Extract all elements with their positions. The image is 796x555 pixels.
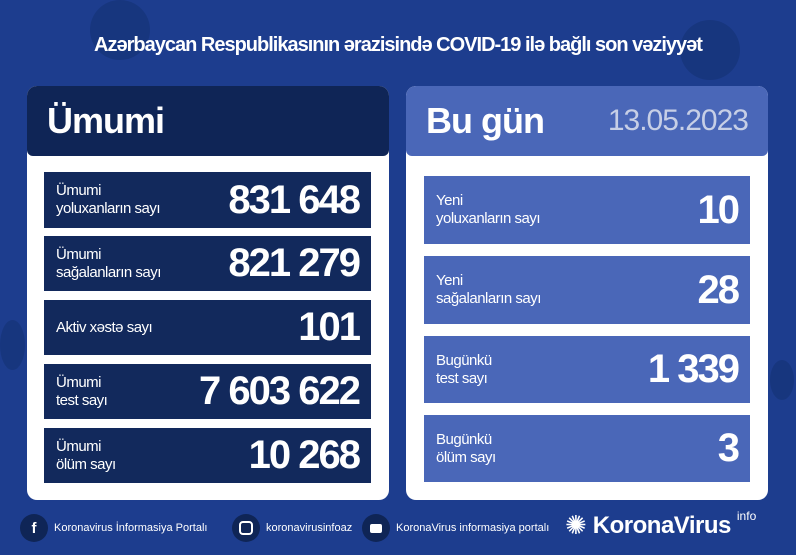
facebook-link[interactable]: f Koronavirus İnformasiya Portalı	[20, 514, 207, 542]
report-date: 13.05.2023	[607, 104, 749, 137]
virus-decoration	[680, 20, 740, 80]
instagram-link[interactable]: koronavirusinfoaz	[232, 514, 352, 542]
today-header: Bu gün 13.05.2023	[406, 86, 768, 156]
today-tests-row: Bugünkü test sayı 1 339	[424, 336, 750, 403]
instagram-icon	[232, 514, 260, 542]
total-tests-row: Ümumi test sayı 7 603 622	[44, 364, 371, 419]
active-patients-row: Aktiv xəstə sayı 101	[44, 300, 371, 355]
total-infected-row: Ümumi yoluxanların sayı 831 648	[44, 172, 371, 228]
new-recovered-row: Yeni sağalanların sayı 28	[424, 256, 750, 324]
total-recovered-row: Ümumi sağalanların sayı 821 279	[44, 236, 371, 291]
koronavirus-logo: ✺ KoronaVirus info	[565, 508, 757, 541]
new-infected-row: Yeni yoluxanların sayı 10	[424, 176, 750, 244]
virus-decoration	[90, 0, 150, 60]
total-deaths-row: Ümumi ölüm sayı 10 268	[44, 428, 371, 483]
today-panel: Bu gün 13.05.2023 Yeni yoluxanların sayı 10…	[406, 86, 768, 500]
total-header: Ümumi	[27, 86, 389, 156]
virus-decoration	[770, 360, 794, 400]
total-panel: Ümumi Ümumi yoluxanların sayı 831 648 Ümum…	[27, 86, 389, 500]
virus-decoration	[0, 320, 25, 370]
facebook-icon: f	[20, 514, 48, 542]
footer: f Koronavirus İnformasiya Portalı koronav…	[0, 508, 796, 546]
page-title: Azərbaycan Respublikasının ərazisində CO…	[94, 34, 703, 56]
youtube-icon	[362, 514, 390, 542]
today-deaths-row: Bugünkü ölüm sayı 3	[424, 415, 750, 482]
sun-virus-icon: ✺	[565, 510, 587, 540]
youtube-link[interactable]: KoronaVirus informasiya portalı	[362, 514, 549, 542]
